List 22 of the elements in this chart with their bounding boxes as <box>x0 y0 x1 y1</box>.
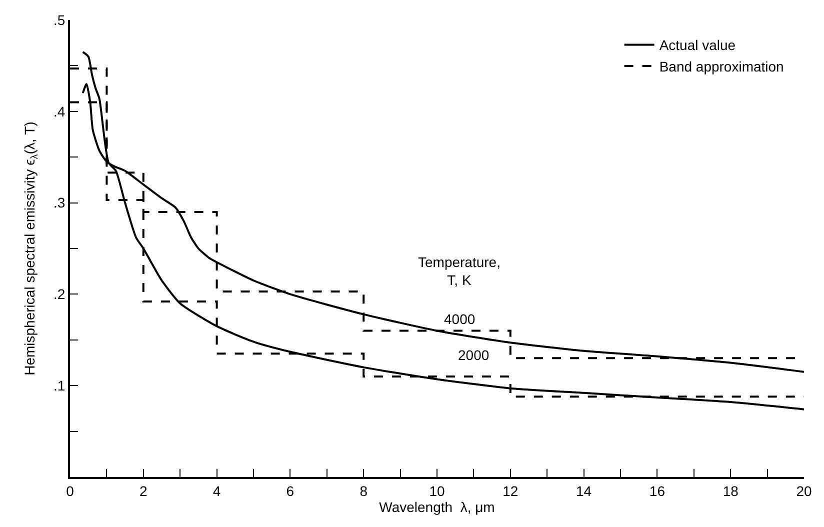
x-tick-label: 8 <box>360 482 368 499</box>
y-tick-label: .3 <box>54 194 66 211</box>
x-tick-label: 16 <box>649 482 666 499</box>
y-tick-label: .5 <box>54 12 66 28</box>
x-tick-label: 18 <box>722 482 739 499</box>
y-tick-label: .4 <box>54 103 66 120</box>
y-tick-label: .1 <box>54 378 66 394</box>
annotation: 2000 <box>458 347 490 363</box>
annotation: Temperature, T, K <box>418 254 500 288</box>
x-tick-label: 10 <box>429 482 445 499</box>
legend-label: Actual value <box>659 37 736 54</box>
y-tick-label: .2 <box>54 286 66 302</box>
annotation: 4000 <box>444 311 476 327</box>
legend-label: Band approximation <box>659 58 784 74</box>
x-tick-label: 0 <box>66 482 74 499</box>
x-axis-title: Wavelength λ, μm <box>379 498 495 515</box>
x-tick-label: 6 <box>286 482 294 499</box>
x-tick-label: 14 <box>576 482 592 499</box>
x-tick-label: 4 <box>212 482 221 499</box>
x-tick-label: 12 <box>502 482 518 499</box>
x-tick-label: 20 <box>796 482 812 499</box>
x-tick-label: 2 <box>140 482 148 499</box>
